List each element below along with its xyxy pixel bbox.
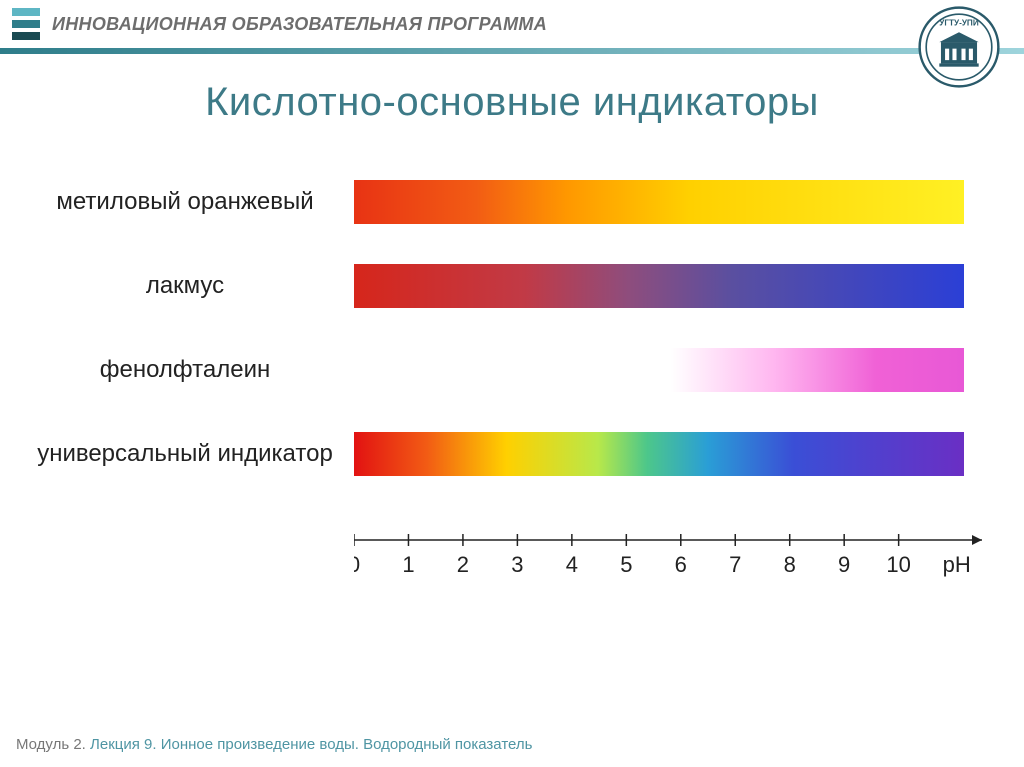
header-title: ИННОВАЦИОННАЯ ОБРАЗОВАТЕЛЬНАЯ ПРОГРАММА — [52, 14, 547, 35]
indicator-gradient-bar — [354, 180, 964, 224]
indicator-row: фенолфталеин — [34, 348, 990, 392]
indicator-bar-container — [354, 180, 964, 224]
footer-lecture: Лекция 9. Ионное произведение воды. Водо… — [90, 736, 532, 753]
stripe-2 — [12, 20, 40, 28]
header-stripes — [12, 8, 40, 40]
axis-tick-label: 8 — [784, 552, 796, 577]
footer-module: Модуль 2. — [16, 736, 90, 753]
indicator-bar-container — [354, 348, 964, 392]
axis-tick-label: 3 — [511, 552, 523, 577]
indicator-gradient-bar — [354, 432, 964, 476]
slide-footer: Модуль 2. Лекция 9. Ионное произведение … — [16, 736, 532, 753]
indicator-row: лакмус — [34, 264, 990, 308]
axis-tick-label: 1 — [402, 552, 414, 577]
indicator-gradient-bar — [671, 348, 964, 392]
indicator-label: фенолфталеин — [34, 356, 354, 384]
indicator-gradient-bar — [354, 264, 964, 308]
axis-tick-label: 5 — [620, 552, 632, 577]
university-logo: УГТУ-УПИ — [918, 6, 1000, 88]
logo-text: УГТУ-УПИ — [939, 19, 979, 28]
axis-tick-label: 10 — [886, 552, 910, 577]
indicator-label: универсальный индикатор — [34, 440, 354, 468]
page-title: Кислотно-основные индикаторы — [0, 80, 1024, 125]
slide-header: ИННОВАЦИОННАЯ ОБРАЗОВАТЕЛЬНАЯ ПРОГРАММА — [0, 0, 1024, 48]
header-rule — [0, 48, 1024, 54]
indicator-bar-container — [354, 264, 964, 308]
indicator-row: универсальный индикатор — [34, 432, 990, 476]
indicator-chart: метиловый оранжевый лакмус фенолфталеин уни… — [34, 180, 990, 516]
indicator-label: метиловый оранжевый — [34, 188, 354, 216]
stripe-1 — [12, 8, 40, 16]
axis-tick-label: 7 — [729, 552, 741, 577]
axis-tick-label: 4 — [566, 552, 578, 577]
indicator-bar-container — [354, 432, 964, 476]
axis-unit-label: pH — [943, 552, 971, 577]
indicator-label: лакмус — [34, 272, 354, 300]
stripe-3 — [12, 32, 40, 40]
axis-tick-label: 9 — [838, 552, 850, 577]
indicator-row: метиловый оранжевый — [34, 180, 990, 224]
axis-tick-label: 6 — [675, 552, 687, 577]
axis-tick-label: 0 — [354, 552, 360, 577]
ph-axis: 0 1 2 3 4 5 6 7 8 9 10 pH — [354, 530, 994, 585]
axis-tick-label: 2 — [457, 552, 469, 577]
